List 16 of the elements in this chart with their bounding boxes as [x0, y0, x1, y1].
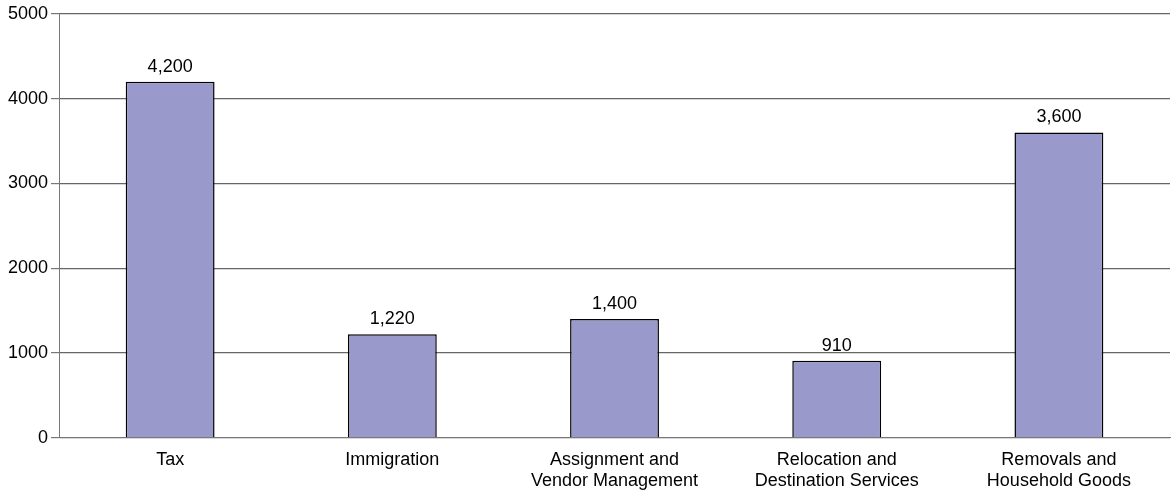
x-tick-label: Removals and Household Goods [986, 448, 1131, 491]
data-label: 910 [821, 334, 852, 355]
data-label: 1,220 [369, 308, 415, 329]
y-tick-label: 0 [38, 426, 49, 447]
data-label: 1,400 [592, 293, 638, 314]
data-label: 4,200 [147, 55, 193, 76]
y-tick-label: 1000 [8, 341, 49, 362]
x-tick-label: Tax [156, 448, 185, 469]
x-tick-label: Relocation and Destination Services [754, 448, 919, 491]
y-tick-label: 4000 [8, 87, 49, 108]
y-tick-label: 3000 [8, 172, 49, 193]
y-tick-label: 2000 [8, 257, 49, 278]
data-label: 3,600 [1036, 106, 1082, 127]
y-tick-label: 5000 [8, 2, 49, 23]
x-tick-label: Assignment and Vendor Management [530, 448, 699, 491]
x-tick-label: Immigration [345, 448, 440, 469]
